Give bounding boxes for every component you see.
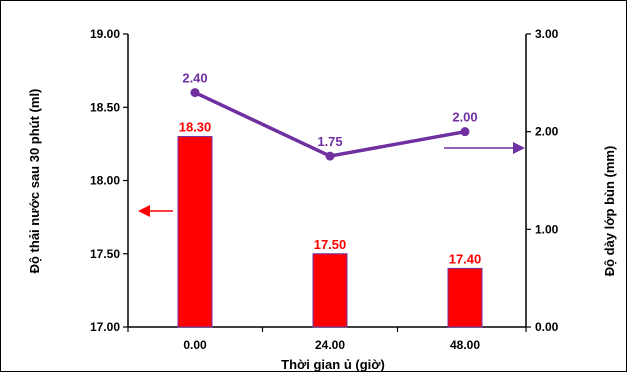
data-labels-group: 18.30 17.50 17.40 2.40 1.75 2.00	[179, 71, 482, 267]
x-tick-label: 48.00	[450, 338, 480, 352]
y-tick-label: 19.00	[90, 27, 120, 41]
y-axis-title: Độ thải nước sau 30 phút (ml)	[27, 89, 42, 274]
line-data-label: 1.75	[317, 134, 342, 149]
y-tick-label: 18.50	[90, 100, 120, 114]
bar-data-label: 18.30	[179, 120, 212, 135]
y2-tick-label: 0.00	[535, 320, 559, 334]
line-series-group	[190, 88, 470, 161]
line-data-label: 2.40	[182, 71, 207, 86]
y-tick-label: 17.00	[90, 320, 120, 334]
y-tick-label: 18.00	[90, 174, 120, 188]
y2-tick-label: 3.00	[535, 27, 559, 41]
annotations-group	[138, 142, 525, 217]
y2-tick-label: 1.00	[535, 222, 559, 236]
bar-data-label: 17.50	[314, 237, 347, 252]
y-tick-label: 17.50	[90, 247, 120, 261]
line-point	[460, 127, 470, 137]
line-data-label: 2.00	[452, 110, 477, 125]
bars-group	[177, 136, 483, 328]
bar-data-label: 17.40	[449, 251, 482, 266]
x-tick-label: 24.00	[315, 338, 345, 352]
bar	[447, 267, 483, 328]
line-point	[325, 151, 335, 161]
x-tick-label: 0.00	[183, 338, 207, 352]
y2-axis-title: Độ dày lớp bùn (mm)	[602, 146, 617, 277]
line-point	[190, 88, 200, 98]
bar	[177, 136, 213, 328]
bar	[312, 253, 348, 328]
y2-tick-label: 2.00	[535, 125, 559, 139]
x-axis-title: Thời gian ủ (giờ)	[281, 357, 385, 371]
